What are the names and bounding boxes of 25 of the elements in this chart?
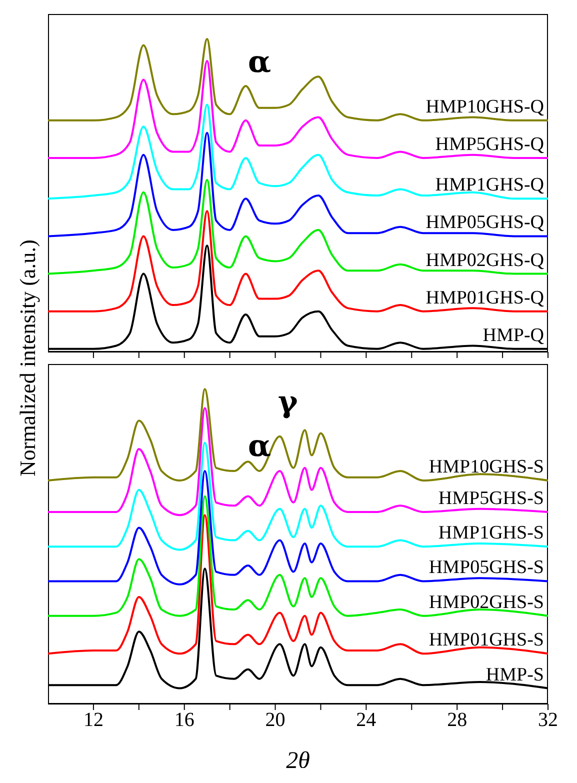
annotation: α bbox=[248, 44, 272, 80]
series-label: HMP1GHS-Q bbox=[435, 174, 544, 196]
series-label: HMP10GHS-S bbox=[428, 456, 544, 478]
series-label: HMP02GHS-S bbox=[428, 592, 544, 613]
x-axis-title: 2θ bbox=[286, 748, 310, 774]
series-label: HMP02GHS-Q bbox=[426, 250, 544, 271]
series-label: HMP01GHS-S bbox=[428, 630, 544, 651]
series-label: HMP01GHS-Q bbox=[426, 287, 544, 308]
x-tick-label: 20 bbox=[265, 709, 286, 732]
series-label: HMP1GHS-S bbox=[438, 522, 544, 544]
x-tick-label: 12 bbox=[83, 709, 104, 732]
series-label: HMP10GHS-Q bbox=[426, 96, 544, 118]
series-label: HMP5GHS-S bbox=[438, 488, 544, 509]
annotation: α bbox=[248, 429, 272, 464]
x-tick-label: 28 bbox=[447, 709, 468, 732]
x-tick-label: 24 bbox=[356, 709, 376, 732]
series-label: HMP-Q bbox=[482, 324, 544, 346]
x-tick-label: 32 bbox=[538, 709, 558, 732]
series-label: HMP-S bbox=[486, 664, 544, 686]
series-label: HMP5GHS-Q bbox=[435, 134, 544, 155]
series-label: HMP05GHS-Q bbox=[426, 212, 544, 234]
annotation: γ bbox=[278, 384, 298, 420]
x-tick-label: 16 bbox=[174, 709, 194, 732]
y-axis-title: Normalized intensity (a.u.) bbox=[15, 239, 41, 477]
series-label: HMP05GHS-S bbox=[428, 557, 544, 578]
